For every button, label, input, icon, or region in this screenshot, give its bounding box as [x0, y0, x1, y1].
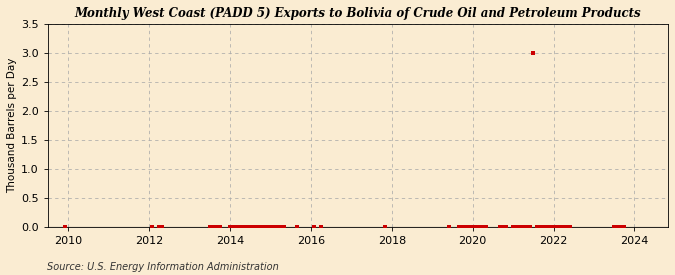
Text: Source: U.S. Energy Information Administration: Source: U.S. Energy Information Administ… — [47, 262, 279, 272]
Title: Monthly West Coast (PADD 5) Exports to Bolivia of Crude Oil and Petroleum Produc: Monthly West Coast (PADD 5) Exports to B… — [75, 7, 641, 20]
Y-axis label: Thousand Barrels per Day: Thousand Barrels per Day — [7, 58, 17, 193]
